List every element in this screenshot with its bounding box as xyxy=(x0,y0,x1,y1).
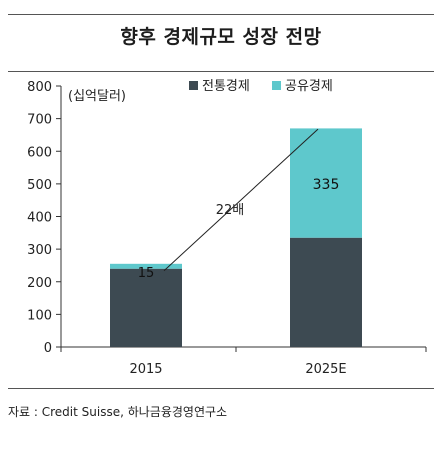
growth-label: 22배 xyxy=(216,203,245,218)
data-labels: 15 335 xyxy=(138,177,340,281)
legend-label-traditional: 전통경제 xyxy=(202,79,250,94)
y-tick-label: 0 xyxy=(44,341,52,356)
x-tick-label: 2015 xyxy=(129,362,162,377)
y-tick-label: 700 xyxy=(27,113,52,128)
y-tick-label: 100 xyxy=(27,308,52,323)
legend-label-sharing: 공유경제 xyxy=(285,79,333,94)
data-label-2025e-sharing: 335 xyxy=(313,177,340,193)
x-tick-label: 2025E xyxy=(305,362,346,377)
bars xyxy=(110,128,362,347)
chart-title: 향후 경제규모 성장 전망 xyxy=(120,26,322,48)
footer-rule xyxy=(8,388,434,389)
legend-swatch-sharing xyxy=(272,81,281,90)
x-axis: 2015 2025E xyxy=(60,346,427,377)
chart-plot: 0 100 200 300 400 500 600 700 800 (십억달러) 2015 2025… xyxy=(27,79,427,377)
y-tick-label: 800 xyxy=(27,80,52,95)
title-rule-top xyxy=(8,14,434,15)
title-rule-bottom xyxy=(8,71,434,72)
bar-traditional-2015 xyxy=(110,268,182,347)
source-note: 자료 : Credit Suisse, 하나금융경영연구소 xyxy=(8,405,228,419)
data-label-2015-sharing: 15 xyxy=(138,266,155,281)
bar-sharing-2015 xyxy=(110,263,182,269)
bar-sharing-2025E xyxy=(290,128,362,238)
y-axis-unit-label: (십억달러) xyxy=(68,89,126,104)
growth-line xyxy=(163,128,319,272)
y-tick-label: 400 xyxy=(27,211,52,226)
legend-swatch-traditional xyxy=(189,81,198,90)
y-tick-label: 500 xyxy=(27,178,52,193)
y-axis: 0 100 200 300 400 500 600 700 800 (십억달러) xyxy=(27,80,126,356)
y-tick-label: 200 xyxy=(27,276,52,291)
y-tick-label: 300 xyxy=(27,243,52,258)
growth-annotation: 22배 xyxy=(163,128,319,272)
y-tick-label: 600 xyxy=(27,145,52,160)
legend: 전통경제 공유경제 xyxy=(189,79,333,94)
bar-traditional-2025E xyxy=(290,237,362,347)
